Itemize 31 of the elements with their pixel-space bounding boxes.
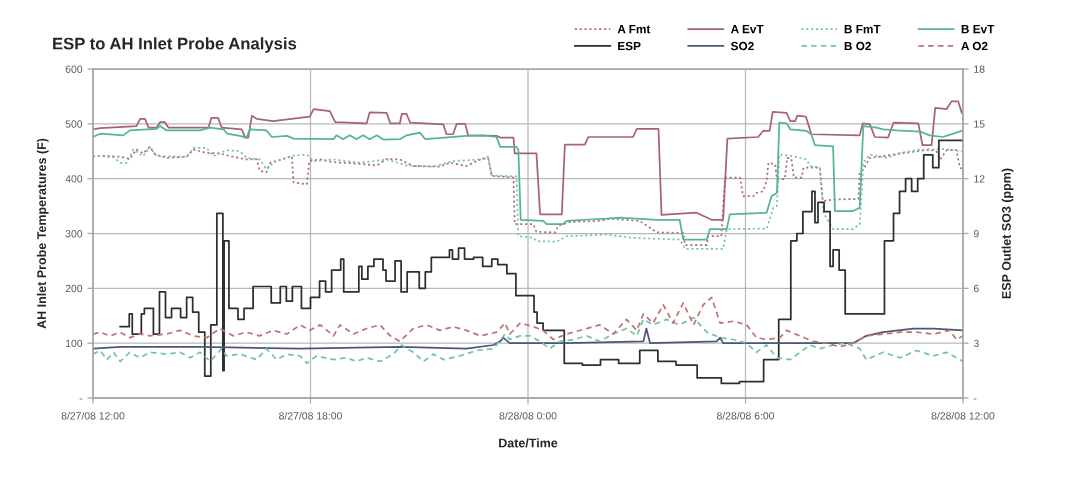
- y-tick-label: 300: [65, 230, 83, 238]
- y2-tick-label: 3: [973, 339, 979, 348]
- y2-tick-label: 15: [974, 120, 985, 128]
- legend-label: A O2: [961, 41, 988, 51]
- y2-tick-label: -: [973, 398, 977, 400]
- y2-tick-label: 6: [973, 284, 979, 293]
- legend-label: B EvT: [961, 25, 995, 34]
- x-tick-label: 8/27/08 12:00: [61, 411, 125, 420]
- y-tick-label: 500: [65, 120, 83, 128]
- legend-label: A Fmt: [617, 25, 651, 34]
- legend-label: A EvT: [730, 25, 764, 34]
- legend-label: B FmT: [844, 25, 881, 34]
- legend-label: ESP: [618, 41, 641, 51]
- y2-tick-label: 12: [974, 175, 985, 183]
- x-tick-label: 8/28/08 12:00: [931, 411, 995, 420]
- y2-axis-title: ESP Outlet SO3 (ppm): [1001, 168, 1014, 299]
- legend-label: SO2: [730, 41, 754, 51]
- chart-title: ESP to AH Inlet Probe Analysis: [53, 37, 297, 53]
- x-tick-label: 8/28/08 6:00: [716, 411, 775, 420]
- y-axis-title: AH Inlet Probe Temperatures (F): [36, 138, 49, 329]
- y2-tick-label: 9: [973, 230, 979, 238]
- x-tick-label: 8/27/08 18:00: [279, 411, 342, 420]
- x-axis-title: Date/Time: [499, 438, 558, 448]
- y-tick-label: 600: [65, 65, 83, 73]
- x-tick-label: 8/28/08 0:00: [499, 411, 557, 420]
- y-tick-label: 400: [65, 175, 83, 183]
- y-tick-label: -: [79, 398, 83, 400]
- y-tick-label: 200: [65, 284, 83, 293]
- y-tick-label: 100: [66, 339, 83, 348]
- y2-tick-label: 18: [974, 65, 985, 73]
- legend-label: B O2: [844, 41, 871, 51]
